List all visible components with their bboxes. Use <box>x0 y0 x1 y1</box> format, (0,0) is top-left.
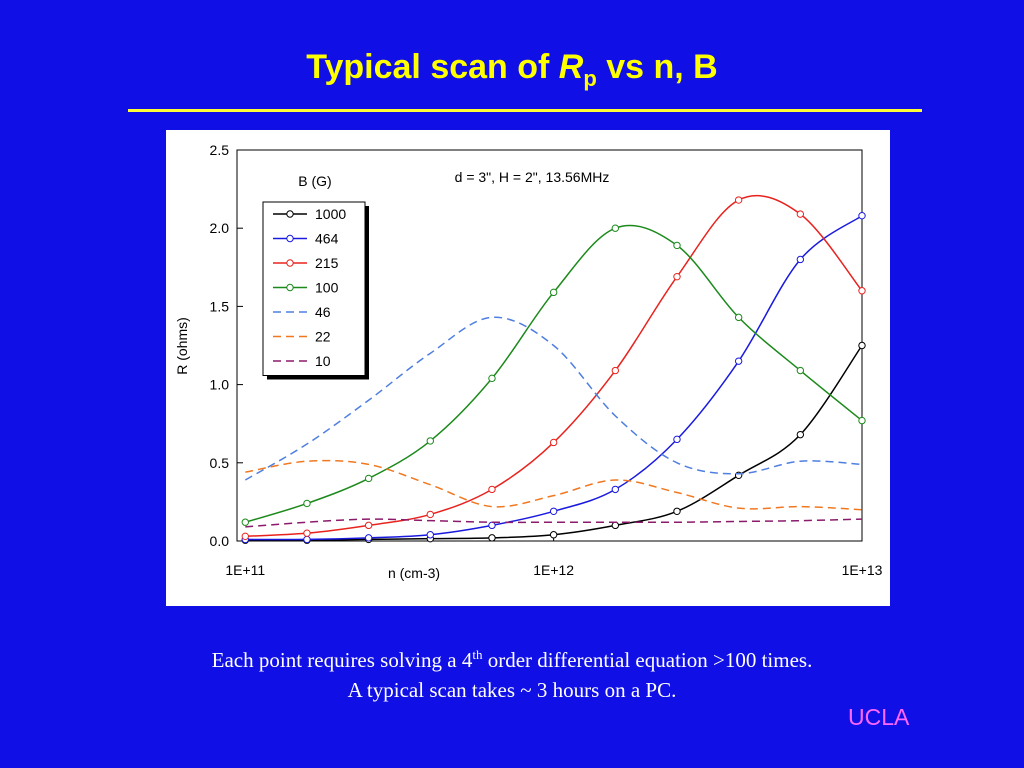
x-tick-label: 1E+11 <box>225 562 265 578</box>
legend-marker <box>286 210 294 218</box>
data-point <box>426 531 434 539</box>
data-point <box>364 521 373 530</box>
data-point <box>549 531 558 539</box>
title-rule <box>128 109 922 112</box>
title-text: Typical scan of <box>306 48 559 86</box>
data-point <box>611 485 620 494</box>
data-point <box>796 366 805 375</box>
data-point <box>549 438 558 447</box>
data-point <box>549 288 558 297</box>
data-point <box>303 499 311 508</box>
series-line <box>245 215 863 541</box>
y-tick-label: 0.5 <box>210 455 230 471</box>
title-subscript: p <box>583 65 597 91</box>
caption-line: Each point requires solving a 4th order … <box>0 640 1024 675</box>
legend-marker <box>286 259 294 267</box>
y-tick-label: 2.0 <box>210 220 230 236</box>
series-line <box>245 518 863 528</box>
y-tick-label: 1.5 <box>210 298 230 314</box>
x-axis-label: n (cm-3) <box>388 565 440 581</box>
caption-line: A typical scan takes ~ 3 hours on a PC. <box>347 678 677 702</box>
data-point <box>488 374 496 383</box>
legend-label: 46 <box>315 304 331 320</box>
data-point <box>673 241 681 250</box>
y-tick-label: 2.5 <box>210 142 230 158</box>
data-point <box>303 529 311 537</box>
data-point <box>796 255 805 264</box>
data-point <box>734 313 743 322</box>
legend-label: 464 <box>315 231 339 247</box>
data-point <box>673 435 681 444</box>
data-point <box>488 534 496 542</box>
x-tick-label: 1E+13 <box>842 562 883 578</box>
legend-label: 10 <box>315 353 331 369</box>
caption-text: order differential equation >100 times. <box>482 648 813 672</box>
legend-label: 22 <box>315 329 331 345</box>
title: Typical scan of Rp vs n, B <box>0 48 1024 92</box>
data-point <box>488 521 496 530</box>
caption-sup: th <box>472 647 483 662</box>
y-tick-label: 1.0 <box>210 377 230 393</box>
data-point <box>796 210 805 218</box>
data-point <box>364 474 373 483</box>
caption-text: Each point requires solving a 4 <box>211 648 473 672</box>
title-symbol: R <box>558 48 584 86</box>
data-point <box>549 507 558 515</box>
data-point <box>796 430 805 439</box>
data-point <box>734 357 743 365</box>
data-point <box>241 532 249 541</box>
legend-label: 1000 <box>315 206 346 222</box>
legend-marker <box>286 283 294 292</box>
series-line <box>245 459 863 511</box>
legend-marker <box>286 234 294 243</box>
annotation: d = 3", H = 2", 13.56MHz <box>455 169 610 185</box>
data-point <box>734 196 743 204</box>
y-axis-label: R (ohms) <box>174 317 190 375</box>
data-point <box>303 535 311 544</box>
data-point <box>611 224 620 232</box>
data-point <box>673 272 681 281</box>
y-tick-label: 0.0 <box>210 533 230 549</box>
legend-label: 100 <box>315 280 339 296</box>
data-point <box>858 341 866 350</box>
legend-title: B (G) <box>298 173 331 189</box>
data-point <box>858 416 866 425</box>
series-line <box>245 345 863 542</box>
data-point <box>858 287 866 295</box>
legend-label: 215 <box>315 255 339 271</box>
data-point <box>673 507 681 515</box>
data-point <box>241 518 249 526</box>
data-point <box>426 437 434 445</box>
x-tick-label: 1E+12 <box>533 562 574 578</box>
data-point <box>364 534 373 542</box>
series-line <box>244 316 863 481</box>
data-point <box>611 366 620 375</box>
data-point <box>611 521 620 530</box>
data-point <box>488 485 496 494</box>
data-point <box>426 510 434 519</box>
legend-box <box>262 201 366 376</box>
data-point <box>858 211 866 220</box>
caption: Each point requires solving a 4th order … <box>0 640 1024 705</box>
logo: UCLA <box>848 704 910 730</box>
title-text: vs n, B <box>596 48 718 86</box>
